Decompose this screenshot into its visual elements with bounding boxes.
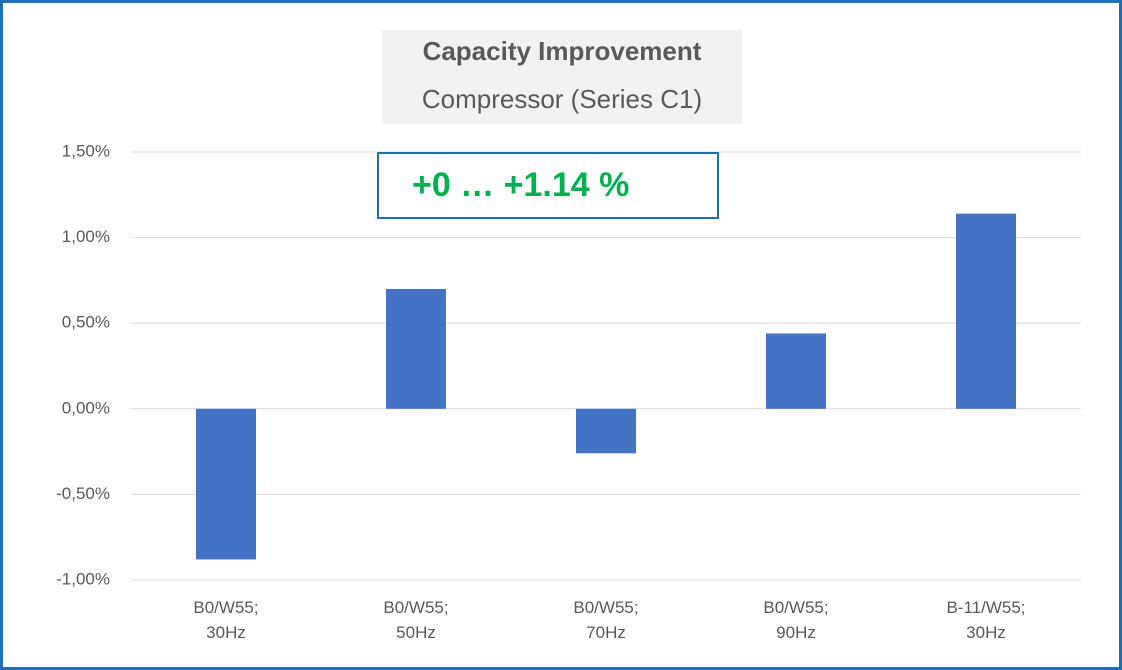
y-tick-label: 0,50% bbox=[62, 313, 110, 332]
y-tick-label: 1,00% bbox=[62, 227, 110, 246]
x-tick-label: B0/W55; 70Hz bbox=[573, 598, 639, 642]
x-tick-label: B-11/W55; 30Hz bbox=[946, 598, 1026, 642]
bar bbox=[386, 288, 446, 409]
x-tick-label: B0/W55; 30Hz bbox=[193, 598, 259, 642]
x-tick-label: B0/W55; 90Hz bbox=[763, 598, 829, 642]
bar bbox=[196, 408, 256, 560]
y-tick-label: -0,50% bbox=[56, 484, 110, 503]
annotation: +0 … +1.14 % bbox=[412, 166, 629, 204]
bar bbox=[956, 213, 1016, 409]
chart-subtitle: Compressor (Series C1) bbox=[422, 84, 702, 114]
bar bbox=[576, 408, 636, 454]
bar bbox=[766, 333, 826, 409]
title-box bbox=[382, 30, 742, 124]
x-tick-label: B0/W55; 50Hz bbox=[383, 598, 449, 642]
y-tick-label: -1,00% bbox=[56, 569, 110, 588]
y-tick-label: 0,00% bbox=[62, 398, 110, 417]
chart-title: Capacity Improvement bbox=[423, 36, 702, 66]
annotation-box bbox=[377, 152, 719, 219]
y-tick-label: 1,50% bbox=[62, 141, 110, 160]
